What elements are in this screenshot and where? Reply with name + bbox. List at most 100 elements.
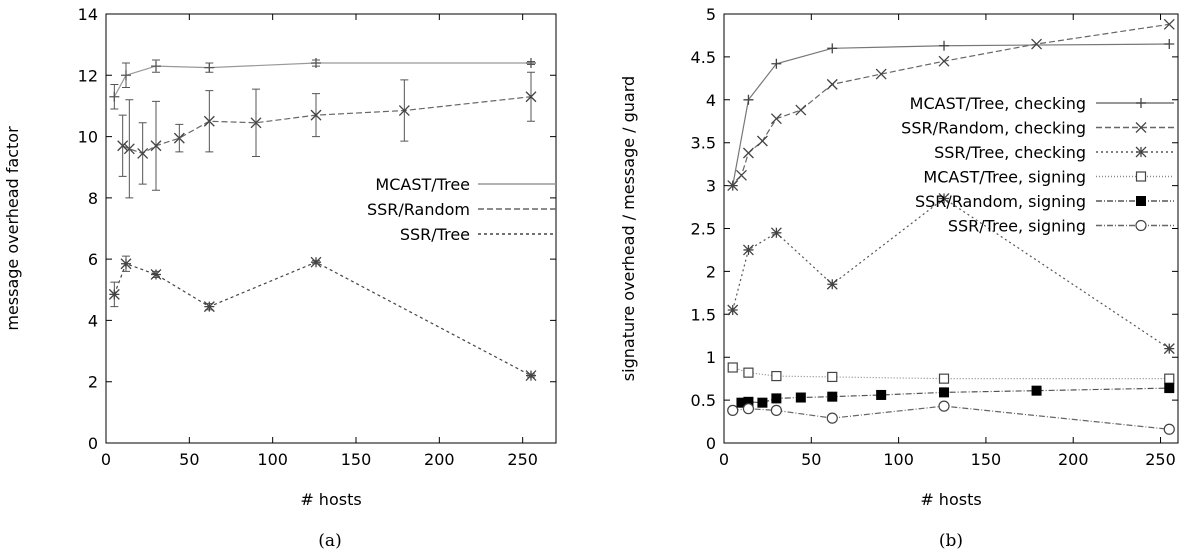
- data-point: [876, 389, 887, 400]
- y-tick-label: 5: [706, 5, 716, 24]
- data-point: [250, 117, 262, 129]
- data-point: [109, 91, 120, 102]
- y-tick-label: 0: [706, 434, 716, 453]
- data-point: [727, 362, 738, 373]
- series-2: [108, 255, 537, 382]
- data-point: [108, 288, 120, 300]
- data-point: [756, 135, 768, 147]
- data-point: [938, 373, 950, 384]
- series-0: [109, 58, 536, 110]
- legend-marker: [1136, 98, 1146, 108]
- y-tick-label: 8: [88, 189, 98, 208]
- series-5: [727, 400, 1175, 435]
- series-2: [727, 193, 1175, 355]
- data-point: [875, 68, 887, 80]
- series-line: [732, 23, 1170, 186]
- data-point: [938, 193, 950, 204]
- series-line: [732, 43, 1170, 186]
- y-tick-label: 0: [88, 434, 98, 453]
- series-line: [741, 387, 1170, 404]
- x-axis-label: # hosts: [920, 490, 981, 509]
- data-point: [203, 301, 215, 313]
- series-1: [727, 18, 1175, 192]
- data-point: [743, 94, 754, 105]
- chart-a: 0 50 100 150 200 250 0 2 4 6 8 10 12 14 # hosts message…: [3, 5, 557, 551]
- legend-marker: [1135, 146, 1147, 158]
- y-tick-label: 10: [78, 128, 98, 147]
- data-point: [1031, 385, 1042, 396]
- data-point: [939, 387, 950, 398]
- caption: (a): [318, 531, 341, 551]
- data-point: [123, 143, 135, 155]
- y-tick-label: 0.5: [691, 391, 716, 410]
- data-point: [742, 147, 754, 159]
- y-tick-label: 4.5: [691, 48, 716, 67]
- series-4: [736, 383, 1175, 408]
- data-point: [826, 78, 838, 90]
- x-tick-label: 250: [1145, 450, 1176, 469]
- data-point: [203, 115, 215, 127]
- data-point: [771, 370, 782, 382]
- data-point: [525, 370, 537, 382]
- legend-marker: [1135, 122, 1147, 133]
- y-axis-label: signature overhead / message / guard: [619, 76, 638, 381]
- series-line: [732, 197, 1170, 350]
- x-tick-label: 200: [424, 450, 455, 469]
- legend-label: SSR/Tree, checking: [934, 143, 1086, 162]
- series-line: [732, 366, 1170, 380]
- series-3: [727, 362, 1175, 384]
- data-point: [117, 140, 129, 152]
- legend-marker: [1135, 171, 1147, 182]
- series-line: [122, 96, 532, 155]
- data-point: [526, 58, 536, 69]
- legend-label: MCAST/Tree, signing: [923, 168, 1086, 187]
- data-point: [795, 104, 807, 116]
- y-tick-label: 12: [78, 66, 98, 85]
- data-point: [1163, 343, 1175, 355]
- data-point: [173, 132, 185, 144]
- data-point: [939, 40, 950, 51]
- data-point: [742, 403, 755, 415]
- data-point: [137, 147, 149, 159]
- data-point: [826, 278, 838, 290]
- x-axis-label: # hosts: [300, 490, 361, 509]
- data-point: [771, 393, 782, 404]
- data-point: [1164, 373, 1175, 384]
- data-point: [1031, 38, 1043, 50]
- legend-marker: [1135, 219, 1147, 232]
- data-point: [770, 113, 782, 125]
- x-tick-label: 50: [179, 450, 199, 469]
- chart-b: 0 50 100 150 200 250 0 0.5 1 1.5 2 2.5 3 3.5 4 4.5 5 # ho…: [619, 5, 1179, 551]
- data-point: [826, 412, 838, 424]
- series-line: [113, 261, 532, 377]
- data-point: [827, 391, 838, 402]
- data-point: [938, 400, 950, 412]
- data-point: [1164, 39, 1175, 50]
- legend-marker: [1136, 196, 1146, 206]
- y-tick-label: 14: [78, 5, 98, 24]
- x-tick-label: 150: [971, 450, 1002, 469]
- data-point: [1164, 383, 1175, 394]
- y-tick-label: 2: [88, 373, 98, 392]
- data-point: [727, 180, 739, 192]
- data-point: [311, 58, 321, 69]
- data-point: [150, 269, 162, 280]
- data-point: [204, 62, 215, 73]
- x-tick-label: 50: [801, 450, 821, 469]
- caption: (b): [939, 531, 963, 551]
- y-tick-label: 2.5: [691, 220, 716, 239]
- data-point: [727, 304, 739, 316]
- legend-label: MCAST/Tree: [375, 175, 470, 194]
- series-0: [727, 39, 1175, 191]
- x-tick-label: 200: [1058, 450, 1089, 469]
- data-point: [938, 55, 950, 67]
- y-tick-label: 1.5: [691, 305, 716, 324]
- data-point: [757, 397, 768, 408]
- legend-label: SSR/Tree, signing: [948, 217, 1086, 236]
- data-point: [525, 91, 537, 103]
- series-line: [732, 405, 1170, 430]
- data-point: [742, 244, 754, 256]
- x-tick-label: 100: [257, 450, 288, 469]
- series-line: [113, 62, 531, 98]
- x-tick-label: 0: [719, 450, 729, 469]
